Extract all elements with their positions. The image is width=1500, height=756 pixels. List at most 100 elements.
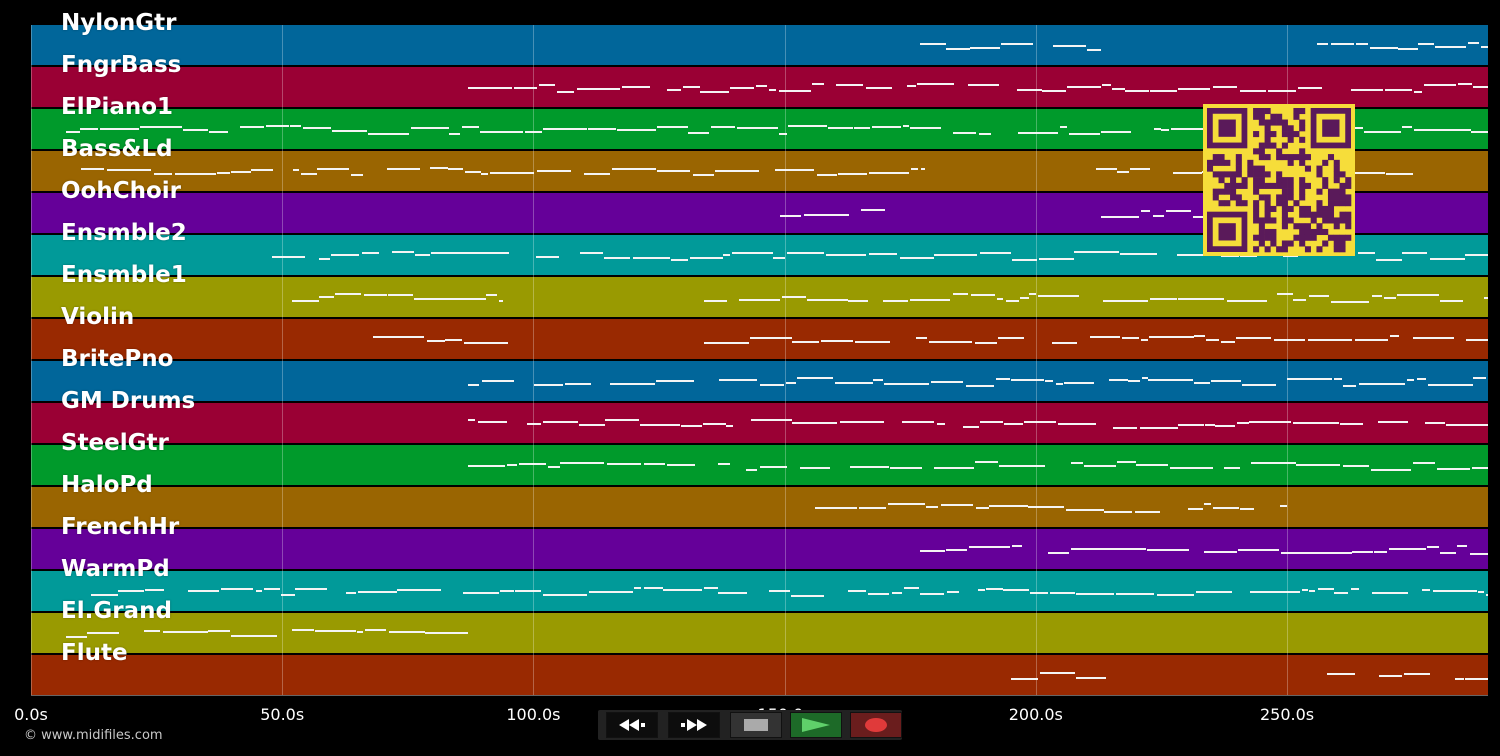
note: [929, 341, 972, 343]
note: [367, 133, 410, 135]
note: [700, 91, 730, 93]
note: [1236, 422, 1249, 424]
note: [609, 383, 655, 385]
note: [1023, 421, 1057, 423]
note: [1141, 377, 1148, 379]
note: [163, 631, 208, 633]
note: [485, 294, 498, 296]
note: [975, 461, 999, 463]
note: [1215, 425, 1236, 427]
note: [755, 85, 767, 87]
note: [1236, 337, 1271, 339]
note: [533, 384, 563, 386]
track-row[interactable]: [31, 571, 1488, 611]
note: [1005, 300, 1020, 302]
note: [867, 593, 890, 595]
note: [773, 257, 786, 259]
note: [1056, 383, 1063, 385]
note: [1351, 588, 1360, 590]
note: [930, 381, 964, 383]
note: [920, 43, 946, 45]
track-label: Flute: [61, 640, 128, 666]
note: [1280, 505, 1288, 507]
note: [414, 298, 447, 300]
note: [736, 127, 779, 129]
track-row[interactable]: [31, 319, 1488, 359]
note: [580, 252, 604, 254]
note: [871, 126, 902, 128]
note: [791, 595, 825, 597]
note: [1397, 294, 1439, 296]
note: [850, 466, 859, 468]
note: [769, 89, 777, 91]
note: [967, 84, 999, 86]
note: [1068, 133, 1100, 135]
track-row[interactable]: [31, 25, 1488, 65]
note: [1161, 129, 1170, 131]
note: [811, 83, 825, 85]
note: [1354, 339, 1389, 341]
note: [1471, 131, 1488, 133]
note: [656, 380, 694, 382]
note: [779, 215, 802, 217]
gridline: [1035, 25, 1037, 695]
note: [448, 133, 461, 135]
note: [1440, 552, 1456, 554]
track-row[interactable]: [31, 361, 1488, 401]
note: [936, 423, 946, 425]
note: [86, 632, 120, 634]
note: [1248, 421, 1292, 423]
note: [1108, 379, 1128, 381]
fast-forward-button[interactable]: [668, 712, 720, 738]
note: [702, 423, 726, 425]
note: [704, 342, 750, 344]
note: [1075, 593, 1115, 595]
note: [1327, 673, 1355, 675]
note: [1170, 128, 1198, 130]
note: [1485, 594, 1488, 596]
track-row[interactable]: [31, 529, 1488, 569]
note: [538, 84, 556, 86]
track-row[interactable]: [31, 277, 1488, 317]
track-row[interactable]: [31, 487, 1488, 527]
note: [1048, 552, 1069, 554]
note: [858, 466, 890, 468]
note: [910, 127, 941, 129]
track-row[interactable]: [31, 613, 1488, 653]
note: [718, 592, 747, 594]
note: [499, 300, 504, 302]
note: [1071, 548, 1100, 550]
note: [1049, 592, 1076, 594]
note: [468, 465, 505, 467]
note: [1317, 43, 1328, 45]
note: [996, 378, 1010, 380]
track-row[interactable]: [31, 655, 1488, 695]
play-button[interactable]: [790, 712, 842, 738]
note: [1011, 545, 1022, 547]
note: [415, 254, 431, 256]
stop-button[interactable]: [730, 712, 782, 738]
note: [280, 594, 295, 596]
note: [1205, 339, 1219, 341]
note: [1371, 592, 1408, 594]
track-row[interactable]: [31, 67, 1488, 107]
note: [1427, 384, 1473, 386]
note: [1469, 553, 1488, 555]
note: [1111, 88, 1126, 90]
note: [1102, 300, 1148, 302]
note: [910, 168, 919, 170]
note: [1166, 210, 1191, 212]
note: [1113, 427, 1138, 429]
note: [364, 294, 388, 296]
note: [1192, 216, 1212, 218]
record-button[interactable]: [850, 712, 902, 738]
note: [447, 168, 463, 170]
track-row[interactable]: [31, 445, 1488, 485]
note: [848, 300, 869, 302]
rewind-icon: [619, 719, 645, 731]
track-row[interactable]: [31, 403, 1488, 443]
note: [1141, 339, 1149, 341]
note: [391, 251, 414, 253]
note: [80, 128, 99, 130]
rewind-button[interactable]: [606, 712, 658, 738]
